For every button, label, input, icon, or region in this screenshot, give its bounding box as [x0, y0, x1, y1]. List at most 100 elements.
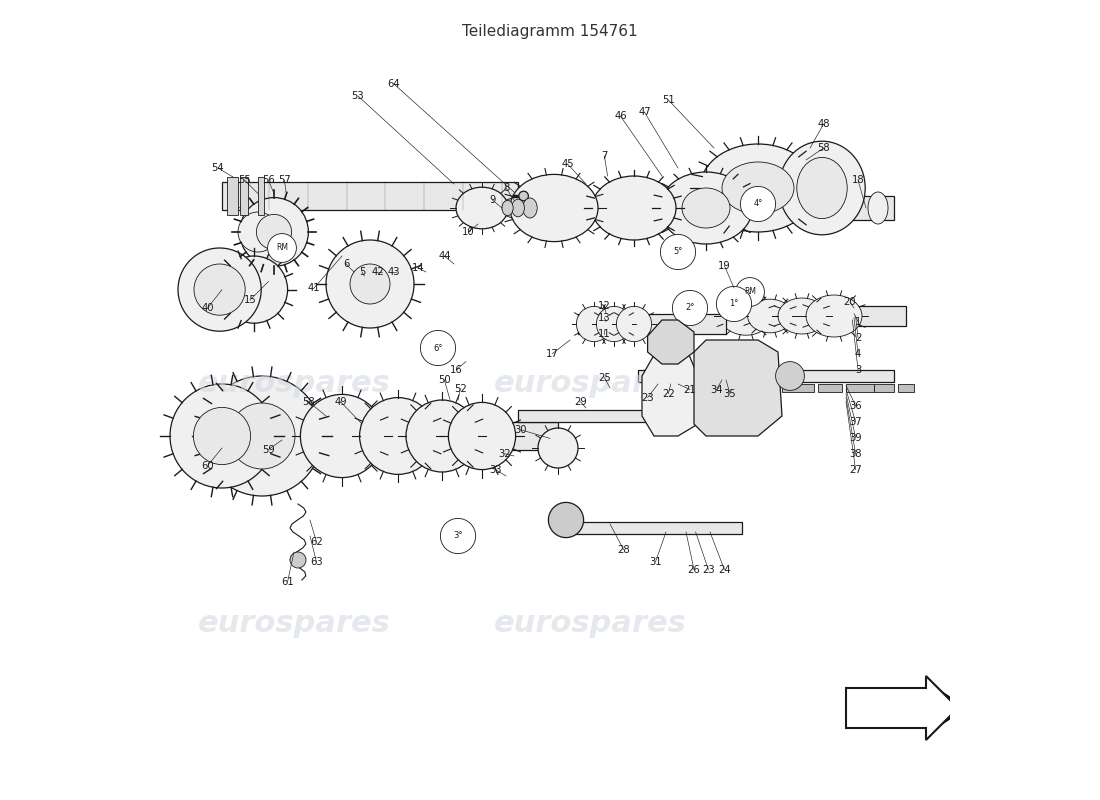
- Text: 40: 40: [201, 303, 213, 313]
- Polygon shape: [642, 348, 698, 436]
- Circle shape: [406, 400, 478, 472]
- Bar: [518, 196, 894, 220]
- Bar: [241, 177, 249, 215]
- Text: 64: 64: [387, 79, 400, 89]
- Text: 60: 60: [201, 461, 213, 470]
- Text: 16: 16: [450, 365, 463, 374]
- Text: 50: 50: [438, 375, 451, 385]
- Circle shape: [660, 234, 695, 270]
- Text: 12: 12: [598, 301, 611, 310]
- Text: 57: 57: [278, 175, 290, 185]
- Text: 46: 46: [614, 111, 627, 121]
- Circle shape: [202, 376, 322, 496]
- Text: 5: 5: [359, 267, 365, 277]
- Text: 21: 21: [683, 385, 696, 394]
- Circle shape: [178, 248, 261, 331]
- Bar: [638, 370, 894, 382]
- Ellipse shape: [720, 297, 771, 335]
- Ellipse shape: [748, 299, 792, 333]
- Text: 29: 29: [574, 397, 586, 406]
- Text: 31: 31: [649, 557, 662, 566]
- Polygon shape: [648, 320, 694, 364]
- Circle shape: [519, 191, 528, 201]
- Text: 38: 38: [849, 449, 862, 458]
- Text: 7: 7: [602, 151, 607, 161]
- Text: 20: 20: [844, 298, 856, 307]
- Text: 19: 19: [718, 261, 730, 270]
- Text: 3: 3: [855, 365, 861, 374]
- Text: eurospares: eurospares: [198, 610, 390, 638]
- Text: 45: 45: [561, 159, 574, 169]
- Text: 27: 27: [849, 465, 862, 474]
- Text: 23: 23: [702, 565, 715, 574]
- Text: eurospares: eurospares: [494, 610, 686, 638]
- Bar: [518, 410, 694, 422]
- Text: 58: 58: [302, 397, 315, 406]
- Text: 8: 8: [503, 183, 509, 193]
- Circle shape: [360, 398, 437, 474]
- Text: 47: 47: [638, 107, 651, 117]
- Text: 32: 32: [498, 449, 510, 458]
- Ellipse shape: [522, 198, 537, 218]
- Bar: [722, 306, 906, 326]
- Text: 9: 9: [490, 195, 496, 205]
- Text: 58: 58: [817, 143, 829, 153]
- Text: 36: 36: [849, 401, 862, 410]
- Bar: [566, 522, 742, 534]
- Polygon shape: [694, 340, 782, 436]
- Bar: [874, 384, 894, 392]
- Text: 54: 54: [211, 163, 224, 173]
- Text: 62: 62: [310, 537, 322, 546]
- Text: 5°: 5°: [673, 247, 683, 257]
- Circle shape: [736, 278, 764, 306]
- Ellipse shape: [722, 162, 794, 214]
- Circle shape: [440, 518, 475, 554]
- Text: 39: 39: [849, 433, 862, 442]
- Circle shape: [194, 264, 245, 315]
- Text: 53: 53: [352, 91, 364, 101]
- Bar: [898, 384, 914, 392]
- Circle shape: [776, 362, 804, 390]
- Text: 4°: 4°: [754, 199, 762, 209]
- Text: 2: 2: [855, 333, 861, 342]
- Text: RM: RM: [744, 287, 756, 297]
- Circle shape: [420, 330, 455, 366]
- Bar: [258, 177, 264, 215]
- Ellipse shape: [502, 200, 514, 215]
- Text: 61: 61: [282, 577, 294, 586]
- Text: 49: 49: [334, 397, 346, 406]
- Circle shape: [350, 264, 390, 304]
- Circle shape: [538, 428, 578, 468]
- Circle shape: [596, 306, 631, 342]
- Text: 13: 13: [598, 313, 611, 322]
- Text: eurospares: eurospares: [198, 370, 390, 398]
- Ellipse shape: [778, 298, 826, 334]
- Text: 11: 11: [598, 329, 611, 338]
- Circle shape: [616, 306, 651, 342]
- Ellipse shape: [868, 192, 888, 224]
- Text: 37: 37: [849, 417, 862, 426]
- Text: 1°: 1°: [729, 299, 739, 309]
- Circle shape: [194, 407, 251, 465]
- Text: Teilediagramm 154761: Teilediagramm 154761: [462, 24, 638, 39]
- Bar: [214, 422, 558, 450]
- Circle shape: [716, 286, 751, 322]
- Text: 1: 1: [855, 317, 861, 326]
- Text: 6°: 6°: [433, 343, 442, 353]
- Text: 44: 44: [438, 251, 451, 261]
- Ellipse shape: [806, 295, 862, 337]
- Text: 59: 59: [262, 445, 275, 454]
- Text: 33: 33: [490, 465, 502, 474]
- Polygon shape: [846, 684, 950, 732]
- Text: 42: 42: [372, 267, 384, 277]
- Circle shape: [549, 502, 584, 538]
- Text: RM: RM: [276, 243, 288, 253]
- Text: 3°: 3°: [453, 531, 463, 541]
- Circle shape: [300, 394, 384, 478]
- Ellipse shape: [796, 158, 847, 218]
- Text: 34: 34: [711, 385, 723, 394]
- Text: 17: 17: [546, 349, 559, 358]
- Text: 15: 15: [243, 295, 256, 305]
- Text: 52: 52: [454, 384, 466, 394]
- Text: 24: 24: [718, 565, 730, 574]
